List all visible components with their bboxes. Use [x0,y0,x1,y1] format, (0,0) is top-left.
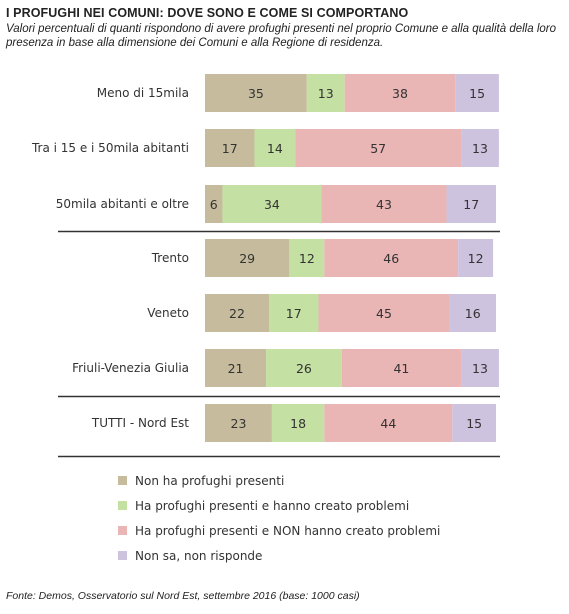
bar-segment-non-sa [461,349,499,387]
legend-item-ha-non-problemi: Ha profughi presenti e NON hanno creato … [118,518,440,543]
bar-segment-non-ha [205,185,223,223]
data-label-non-ha: 23 [231,416,247,431]
bar-segment-non-ha [205,294,270,332]
legend-item-non-ha: Non ha profughi presenti [118,468,440,493]
bar-segment-ha-problemi [289,239,325,277]
bar-segment-ha-problemi [306,74,345,112]
category-label: TUTTI - Nord Est [91,416,189,430]
legend: Non ha profughi presenti Ha profughi pre… [118,468,440,568]
legend-label-ha-non-problemi: Ha profughi presenti e NON hanno creato … [135,523,441,538]
data-label-non-sa: 13 [472,361,488,376]
bar-segment-ha-problemi [269,294,319,332]
data-label-ha-problemi: 34 [264,197,280,212]
bar-segment-non-sa [455,74,499,112]
data-label-ha-problemi: 13 [318,86,334,101]
data-label-non-sa: 13 [472,141,488,156]
data-label-ha-problemi: 17 [286,306,302,321]
bar-segment-non-sa [449,294,496,332]
data-label-non-ha: 29 [239,251,255,266]
bar-segment-ha-non-problemi [324,239,459,277]
legend-item-ha-problemi: Ha profughi presenti e hanno creato prob… [118,493,440,518]
category-label: Friuli-Venezia Giulia [72,361,189,375]
bar-segment-ha-problemi [254,129,296,167]
bar-segment-non-ha [205,239,290,277]
data-label-ha-non-problemi: 45 [376,306,392,321]
category-label: Tra i 15 e i 50mila abitanti [31,141,189,155]
bar-segment-ha-non-problemi [318,294,450,332]
bar-segment-ha-non-problemi [344,74,456,112]
category-label: Trento [151,251,189,265]
legend-swatch-ha-non-problemi [118,526,127,535]
legend-label-non-sa: Non sa, non risponde [135,548,263,563]
data-label-ha-non-problemi: 41 [393,361,409,376]
legend-label-non-ha: Non ha profughi presenti [135,473,285,488]
category-label: Meno di 15mila [97,86,189,100]
bar-segment-non-sa [461,129,499,167]
legend-swatch-non-sa [118,551,127,560]
data-label-non-sa: 15 [466,416,482,431]
data-label-ha-problemi: 12 [299,251,315,266]
legend-item-non-sa: Non sa, non risponde [118,543,440,568]
data-label-ha-non-problemi: 38 [392,86,408,101]
bar-segment-ha-problemi [266,349,342,387]
data-label-non-ha: 35 [248,86,264,101]
data-label-ha-problemi: 14 [267,141,283,156]
chart-title: I PROFUGHI NEI COMUNI: DOVE SONO E COME … [6,6,409,20]
bar-segment-ha-non-problemi [341,349,462,387]
legend-swatch-ha-problemi [118,501,127,510]
data-label-non-ha: 17 [222,141,238,156]
category-label: 50mila abitanti e oltre [56,197,189,211]
bar-segment-ha-problemi [222,185,322,223]
bar-segment-non-ha [205,74,307,112]
bar-segment-non-ha [205,129,255,167]
data-label-ha-non-problemi: 43 [376,197,392,212]
bar-segment-ha-problemi [271,404,325,442]
data-label-ha-non-problemi: 46 [383,251,399,266]
data-label-ha-problemi: 26 [296,361,312,376]
data-label-non-sa: 16 [465,306,481,321]
bar-segment-non-sa [446,185,496,223]
category-label: Veneto [147,306,189,320]
data-label-non-ha: 21 [228,361,244,376]
data-label-ha-problemi: 18 [290,416,306,431]
data-label-non-sa: 17 [463,197,479,212]
bar-segment-non-ha [205,349,267,387]
data-label-ha-non-problemi: 44 [380,416,396,431]
data-label-ha-non-problemi: 57 [370,141,386,156]
stacked-bar-chart: Meno di 15mila 35 13 38 15 Tra i 15 e i 50mil… [31,74,500,458]
legend-label-ha-problemi: Ha profughi presenti e hanno creato prob… [135,498,410,513]
bar-segment-non-ha [205,404,272,442]
source-note: Fonte: Demos, Osservatorio sul Nord Est,… [6,590,360,602]
data-label-non-sa: 12 [468,251,484,266]
bar-segment-non-sa [452,404,496,442]
data-label-non-ha: 6 [210,197,218,212]
bar-segment-non-sa [458,239,494,277]
bar-segment-ha-non-problemi [295,129,462,167]
chart-subtitle: Valori percentuali di quanti rispondono … [6,23,557,49]
data-label-non-sa: 15 [469,86,485,101]
data-label-non-ha: 22 [229,306,245,321]
bar-segment-ha-non-problemi [324,404,453,442]
legend-swatch-non-ha [118,476,127,485]
bar-segment-ha-non-problemi [321,185,447,223]
